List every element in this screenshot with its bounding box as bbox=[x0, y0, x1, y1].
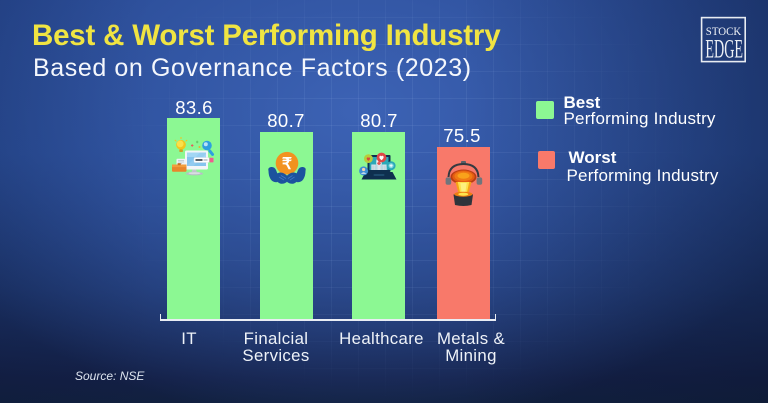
svg-text:STOCK: STOCK bbox=[706, 24, 742, 38]
svg-text:EDGE: EDGE bbox=[705, 34, 743, 63]
svg-text:₹: ₹ bbox=[282, 156, 292, 173]
